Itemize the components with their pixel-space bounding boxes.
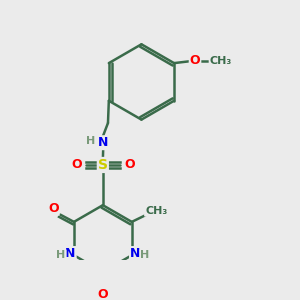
Text: H: H: [140, 250, 150, 260]
Text: O: O: [190, 54, 200, 67]
Text: H: H: [86, 136, 95, 146]
Text: O: O: [124, 158, 135, 172]
Text: O: O: [71, 158, 82, 172]
Text: N: N: [65, 247, 76, 260]
Text: O: O: [48, 202, 59, 215]
Text: N: N: [130, 247, 140, 260]
Text: N: N: [98, 136, 109, 149]
Text: O: O: [98, 288, 108, 300]
Text: CH₃: CH₃: [145, 206, 167, 216]
Text: CH₃: CH₃: [210, 56, 232, 66]
Text: H: H: [56, 250, 66, 260]
Text: S: S: [98, 158, 108, 172]
